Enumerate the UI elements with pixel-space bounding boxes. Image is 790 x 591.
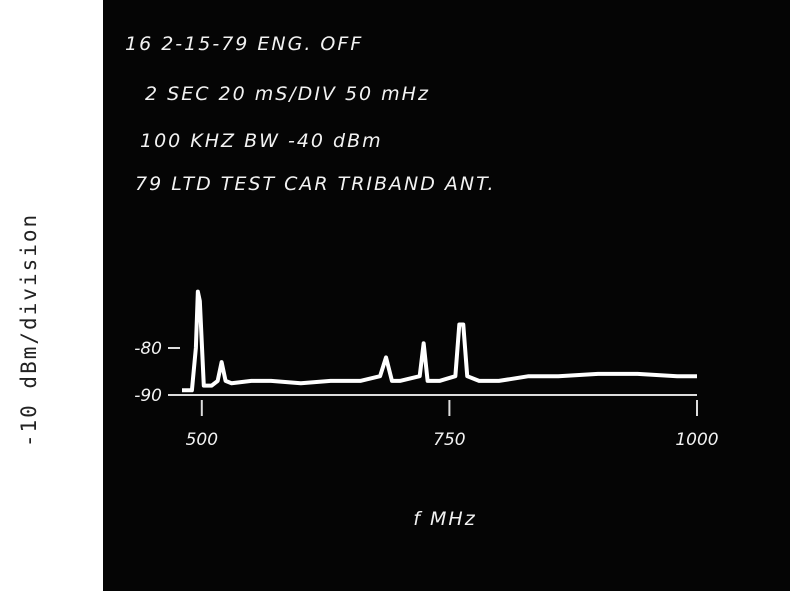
y-tick-label: -80 (134, 339, 162, 359)
x-tick-label: 500 (186, 430, 218, 450)
note: 2 SEC 20 mS/DIV 50 mHz (145, 83, 430, 105)
screenshot: -10 dBm/division 16 2-15-79 ENG. OFF 2 S… (0, 0, 790, 591)
y-axis-label: -10 dBm/division (17, 213, 41, 447)
note: 16 2-15-79 ENG. OFF (125, 33, 363, 55)
note: 100 KHZ BW -40 dBm (140, 130, 383, 152)
note: 79 LTD TEST CAR TRIBAND ANT. (135, 173, 496, 195)
x-tick-label: 1000 (675, 430, 718, 450)
y-tick-label: -90 (134, 386, 162, 406)
x-tick-label: 750 (433, 430, 465, 450)
x-axis-label: f MHz (413, 508, 476, 530)
